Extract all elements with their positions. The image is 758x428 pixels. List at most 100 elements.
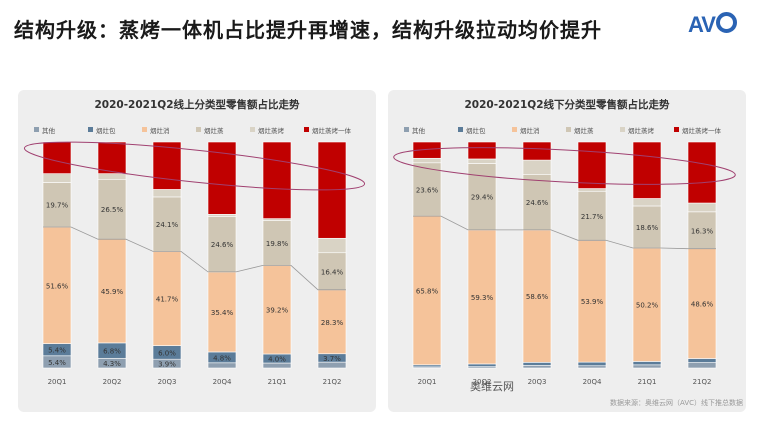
bar-segment bbox=[467, 158, 497, 164]
x-tick-label: 20Q1 bbox=[418, 378, 437, 386]
legend-label: 烟灶蒸烤一体 bbox=[312, 126, 352, 135]
bar-segment bbox=[522, 159, 552, 175]
x-tick-label: 20Q2 bbox=[473, 378, 492, 386]
bar-segment bbox=[97, 141, 127, 174]
bar-segment bbox=[207, 362, 237, 369]
bar-segment bbox=[152, 189, 182, 198]
x-tick-label: 20Q4 bbox=[583, 378, 602, 386]
x-tick-label: 20Q3 bbox=[158, 378, 177, 386]
data-label: 6.8% bbox=[103, 348, 121, 356]
data-label: 41.7% bbox=[156, 296, 179, 304]
data-label: 3.7% bbox=[323, 355, 341, 363]
highlight-ellipse bbox=[393, 147, 736, 185]
legend-swatch bbox=[34, 127, 39, 132]
bar-segment bbox=[97, 178, 127, 240]
data-label: 18.6% bbox=[636, 224, 659, 232]
bar-segment bbox=[262, 220, 292, 266]
bar-segment bbox=[522, 362, 552, 366]
legend-swatch bbox=[88, 127, 93, 132]
bar-segment bbox=[207, 216, 237, 273]
legend-label: 烟灶蒸烤一体 bbox=[682, 126, 722, 135]
data-label: 29.4% bbox=[471, 194, 494, 202]
legend-swatch bbox=[674, 127, 679, 132]
legend-label: 其他 bbox=[42, 126, 56, 135]
data-label: 19.7% bbox=[46, 202, 69, 210]
data-label: 6.0% bbox=[158, 349, 176, 357]
legend-swatch bbox=[250, 127, 255, 132]
data-label: 4.0% bbox=[268, 356, 286, 364]
x-tick-label: 21Q2 bbox=[323, 378, 342, 386]
legend-swatch bbox=[142, 127, 147, 132]
legend-label: 烟灶消 bbox=[150, 126, 170, 135]
data-label: 4.3% bbox=[103, 360, 121, 368]
data-label: 24.6% bbox=[211, 241, 234, 249]
x-tick-label: 20Q1 bbox=[48, 378, 67, 386]
bar-segment bbox=[467, 141, 497, 160]
data-label: 3.9% bbox=[158, 361, 176, 369]
bar-segment bbox=[632, 361, 662, 366]
legend-label: 烟灶包 bbox=[466, 126, 486, 135]
bar-segment bbox=[207, 214, 237, 217]
bar-segment bbox=[632, 198, 662, 207]
bar-segment bbox=[687, 248, 717, 359]
data-label: 16.4% bbox=[321, 268, 344, 276]
legend-swatch bbox=[304, 127, 309, 132]
bar-segment bbox=[687, 358, 717, 363]
x-tick-label: 20Q4 bbox=[213, 378, 232, 386]
bar-segment bbox=[632, 364, 662, 369]
bar-segment bbox=[262, 362, 292, 369]
legend-label: 烟灶蒸烤 bbox=[258, 126, 285, 135]
chart-title: 2020-2021Q2线上分类型零售额占比走势 bbox=[94, 98, 300, 111]
bar-segment bbox=[687, 202, 717, 213]
data-label: 16.3% bbox=[691, 227, 714, 235]
bar-segment bbox=[42, 226, 72, 344]
data-label: 23.6% bbox=[416, 186, 439, 194]
bar-segment bbox=[317, 289, 347, 355]
legend-label: 烟灶消 bbox=[520, 126, 540, 135]
data-label: 35.4% bbox=[211, 309, 234, 317]
bar-segment bbox=[262, 141, 292, 219]
bar-segment bbox=[97, 173, 127, 180]
data-label: 5.4% bbox=[48, 359, 66, 367]
x-tick-label: 21Q1 bbox=[268, 378, 287, 386]
bar-segment bbox=[467, 363, 497, 367]
bar-segment bbox=[577, 188, 607, 192]
legend-swatch bbox=[620, 127, 625, 132]
data-label: 58.6% bbox=[526, 293, 549, 301]
data-label: 28.3% bbox=[321, 319, 344, 327]
data-label: 53.9% bbox=[581, 298, 604, 306]
highlight-ellipse bbox=[23, 141, 366, 191]
bar-segment bbox=[317, 252, 347, 291]
x-tick-label: 20Q3 bbox=[528, 378, 547, 386]
data-label: 45.9% bbox=[101, 288, 124, 296]
bar-segment bbox=[687, 211, 717, 249]
bar-segment bbox=[412, 141, 442, 159]
bar-segment bbox=[522, 141, 552, 161]
bar-segment bbox=[522, 174, 552, 231]
avc-logo: AV bbox=[688, 12, 737, 38]
bar-segment bbox=[522, 364, 552, 369]
bar-segment bbox=[317, 361, 347, 369]
legend-swatch bbox=[458, 127, 463, 132]
bar-segment bbox=[317, 237, 347, 254]
chart-panel-offline: 2020-2021Q2线下分类型零售额占比走势 其他 烟灶包 烟灶消 烟灶蒸 烟灶蒸烤 烟灶… bbox=[388, 90, 746, 412]
bar-segment bbox=[577, 190, 607, 241]
data-label: 24.6% bbox=[526, 199, 549, 207]
bar-segment bbox=[97, 238, 127, 344]
data-label: 59.3% bbox=[471, 294, 494, 302]
logo-circle-icon bbox=[715, 12, 737, 33]
legend-label: 烟灶蒸 bbox=[204, 126, 224, 135]
bar-segment bbox=[687, 141, 717, 204]
bar-segment bbox=[577, 365, 607, 369]
bar-segment bbox=[632, 247, 662, 362]
legend-label: 烟灶蒸 bbox=[574, 126, 594, 135]
bar-segment bbox=[412, 215, 442, 366]
bar-segment bbox=[42, 141, 72, 174]
data-label: 39.2% bbox=[266, 307, 289, 315]
legend-swatch bbox=[404, 127, 409, 132]
source-note: 数据来源：奥维云网（AVC）线下推总数据 bbox=[610, 399, 744, 407]
watermark-text: 奥维云网 bbox=[470, 380, 514, 393]
bar-segment bbox=[577, 361, 607, 367]
